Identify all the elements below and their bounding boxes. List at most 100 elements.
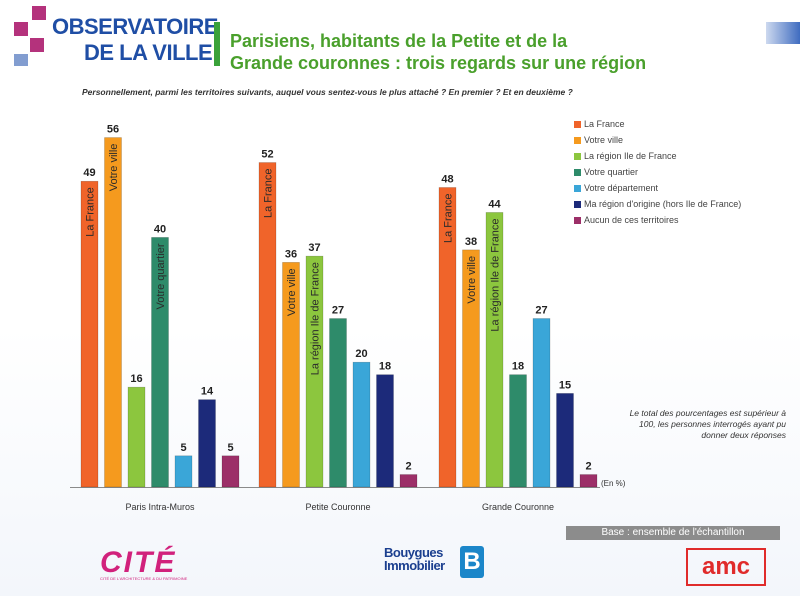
bar-quartier (151, 237, 169, 488)
title-accent-bar (214, 22, 220, 66)
legend-swatch (574, 168, 581, 176)
bar-inner-label: La France (443, 193, 455, 243)
title-line-1: Parisiens, habitants de la Petite et de … (230, 31, 568, 51)
legend-item: Aucun de ces territoires (574, 212, 741, 228)
amc-logo: amc (686, 548, 766, 586)
data-label: 44 (488, 198, 501, 210)
cite-logo-subtitle: CITÉ DE L'ARCHITECTURE & DU PATRIMOINE (100, 576, 188, 581)
legend-item: La région Ile de France (574, 148, 741, 164)
bar-inner-label: La région Ile de France (310, 262, 322, 375)
legend-item: Ma région d'origine (hors Ile de France) (574, 196, 741, 212)
legend-swatch (574, 120, 581, 128)
legend-swatch (574, 184, 581, 192)
survey-question: Personnellement, parmi les territoires s… (82, 87, 573, 97)
legend-swatch (574, 200, 581, 208)
bar-origine (556, 393, 574, 488)
bar-inner-label: Votre ville (286, 268, 298, 316)
cite-logo-text: CITÉ (100, 546, 177, 579)
bouygues-line-2: Immobilier (384, 558, 445, 573)
title-line-2: Grande couronnes : trois regards sur une… (230, 53, 647, 73)
data-label: 2 (405, 461, 411, 473)
data-label: 5 (227, 442, 233, 454)
cite-logo: CITÉ CITÉ DE L'ARCHITECTURE & DU PATRIMO… (100, 546, 210, 582)
legend-item: Votre département (574, 180, 741, 196)
data-label: 20 (355, 348, 367, 360)
data-label: 18 (512, 361, 524, 373)
bar-region (485, 212, 504, 488)
bar-inner-label: Votre ville (108, 144, 120, 192)
data-label: 5 (180, 442, 186, 454)
base-label: Base : ensemble de l'échantillon (566, 526, 780, 540)
data-label: 16 (130, 373, 142, 385)
data-label: 14 (201, 386, 214, 398)
data-label: 37 (308, 242, 320, 254)
data-label: 27 (535, 305, 547, 317)
bar-inner-label: La France (263, 169, 275, 219)
logo-square-icon (14, 22, 28, 36)
legend-label: La région Ile de France (584, 151, 677, 161)
bar-aucun (579, 474, 598, 488)
logo-de-la-ville: DE LA VILLE (84, 40, 213, 65)
bar-france (80, 180, 99, 488)
unit-label: (En %) (601, 479, 626, 488)
bar-quartier (509, 374, 527, 488)
bar-origine (376, 374, 394, 488)
data-label: 15 (559, 379, 571, 391)
data-label: 36 (285, 248, 297, 260)
legend-label: La France (584, 119, 625, 129)
bar-region (305, 255, 324, 488)
category-label: Petite Couronne (305, 502, 370, 512)
data-label: 38 (465, 236, 477, 248)
footnote: Le total des pourcentages est supérieur … (629, 408, 786, 440)
bar-inner-label: Votre quartier (155, 243, 167, 309)
bar-aucun (399, 474, 418, 488)
bar-france (258, 162, 277, 488)
category-label: Grande Couronne (482, 502, 554, 512)
data-label: 18 (379, 361, 391, 373)
bar-ville (462, 249, 480, 488)
legend-label: Votre quartier (584, 167, 639, 177)
bar-aucun (221, 455, 240, 488)
data-label: 27 (332, 305, 344, 317)
bar-inner-label: La région Ile de France (490, 218, 502, 331)
logo-observatoire: OBSERVATOIRE (52, 14, 218, 39)
legend-swatch (574, 216, 581, 224)
legend-item: Votre ville (574, 132, 741, 148)
bar-inner-label: Votre ville (466, 256, 478, 304)
data-label: 49 (83, 167, 95, 179)
amc-logo-text: amc (701, 553, 751, 580)
bar-ville (104, 137, 122, 488)
category-label: Paris Intra-Muros (125, 502, 195, 512)
data-label: 56 (107, 124, 119, 136)
legend-label: Aucun de ces territoires (584, 215, 679, 225)
legend-swatch (574, 136, 581, 144)
bouygues-logo: Bouygues Immobilier B (384, 545, 484, 578)
bouygues-line-1: Bouygues (384, 545, 443, 560)
bar-france (438, 187, 457, 488)
bar-origine (198, 399, 216, 488)
logo-square-icon (14, 54, 28, 66)
legend-swatch (574, 152, 581, 160)
data-label: 40 (154, 223, 166, 235)
logo-square-icon (32, 6, 46, 20)
bar-departement (174, 455, 193, 488)
data-label: 2 (585, 461, 591, 473)
logo-square-icon (30, 38, 44, 52)
bouygues-b-icon: B (460, 546, 484, 578)
legend-item: Votre quartier (574, 164, 741, 180)
corner-decoration (766, 22, 800, 44)
legend-item: La France (574, 116, 741, 132)
chart-legend: La France Votre ville La région Ile de Fra… (574, 116, 741, 228)
bar-departement (532, 318, 551, 488)
bar-quartier (329, 318, 347, 488)
bar-region (127, 386, 146, 488)
data-label: 48 (441, 173, 453, 185)
legend-label: Ma région d'origine (hors Ile de France) (584, 199, 742, 209)
data-label: 52 (261, 149, 273, 161)
bar-ville (282, 262, 300, 488)
bar-inner-label: La France (85, 187, 97, 237)
legend-label: Votre ville (584, 135, 624, 145)
legend-label: Votre département (584, 183, 659, 193)
